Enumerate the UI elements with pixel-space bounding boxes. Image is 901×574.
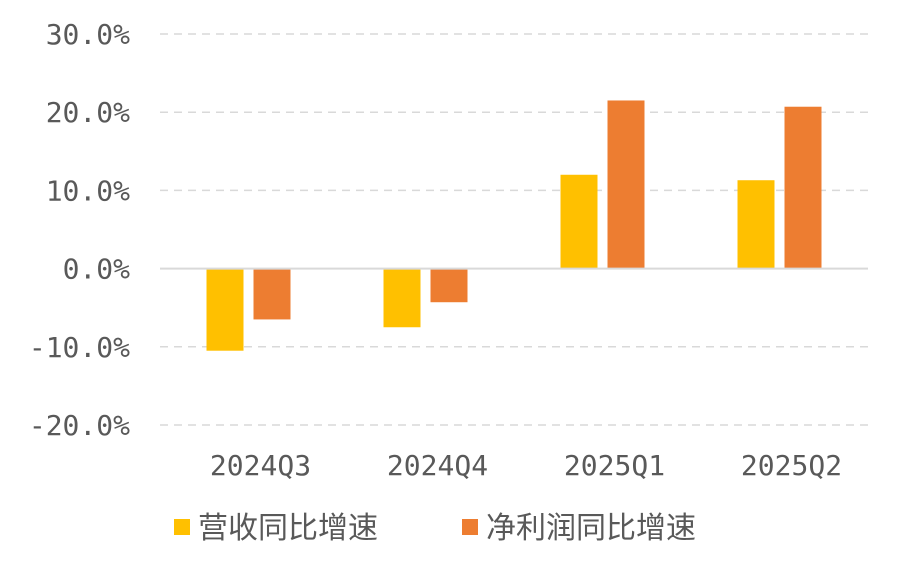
y-tick-label: -10.0% xyxy=(29,331,130,364)
x-category-label: 2024Q3 xyxy=(210,449,311,482)
bars xyxy=(206,100,822,351)
x-axis-category-labels: 2024Q3 2024Q4 2025Q1 2025Q2 xyxy=(210,449,842,482)
bar-revenue-growth-2024Q4 xyxy=(383,268,421,328)
x-category-label: 2025Q1 xyxy=(564,449,665,482)
legend-swatch xyxy=(462,519,478,535)
legend: 营收同比增速 净利润同比增速 xyxy=(174,511,696,546)
bar-net-profit-growth-2024Q3 xyxy=(253,268,291,320)
legend-swatch xyxy=(174,519,190,535)
bar-revenue-growth-2025Q2 xyxy=(737,180,775,269)
legend-label: 净利润同比增速 xyxy=(486,511,696,546)
bar-net-profit-growth-2025Q1 xyxy=(607,100,645,269)
gridlines xyxy=(160,33,868,426)
y-axis-tick-labels: 30.0% 20.0% 10.0% 0.0% -10.0% -20.0% xyxy=(29,18,130,442)
y-tick-label: 30.0% xyxy=(46,18,130,51)
x-category-label: 2025Q2 xyxy=(741,449,842,482)
legend-label: 营收同比增速 xyxy=(198,511,378,546)
y-tick-label: -20.0% xyxy=(29,409,130,442)
bar-revenue-growth-2025Q1 xyxy=(560,174,598,269)
bar-revenue-growth-2024Q3 xyxy=(206,268,244,351)
y-tick-label: 0.0% xyxy=(63,253,131,286)
y-tick-label: 20.0% xyxy=(46,96,130,129)
y-tick-label: 10.0% xyxy=(46,174,130,207)
bar-net-profit-growth-2024Q4 xyxy=(430,268,468,303)
x-category-label: 2024Q4 xyxy=(387,449,488,482)
bar-net-profit-growth-2025Q2 xyxy=(784,106,822,269)
